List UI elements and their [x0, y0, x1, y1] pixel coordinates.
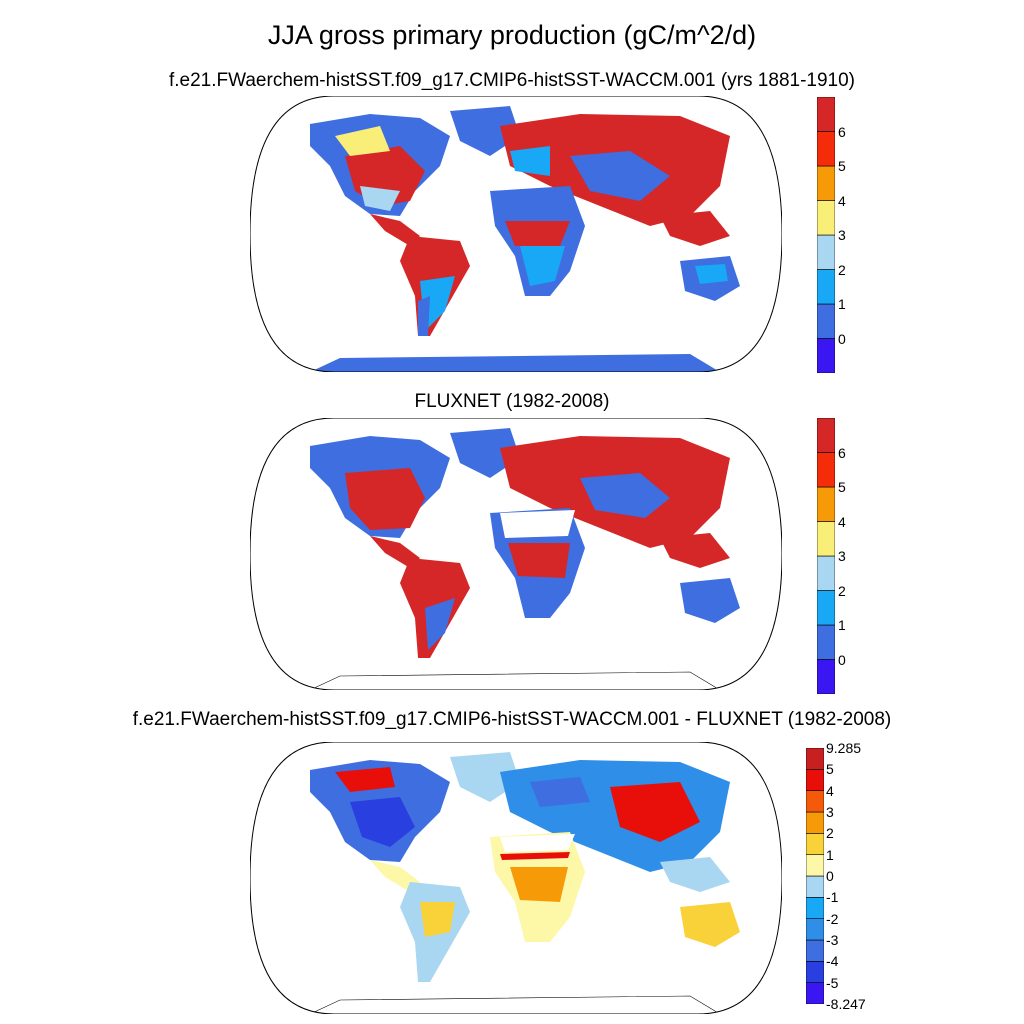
australia-land	[680, 578, 740, 623]
colorbar-swatch	[817, 234, 835, 270]
colorbar-label: 2	[826, 825, 834, 842]
australia-land	[680, 902, 740, 947]
colorbar-label: 4	[826, 782, 834, 799]
colorbar-swatch	[817, 486, 835, 522]
colorbar-swatch	[817, 590, 835, 626]
colorbar-swatch	[806, 939, 824, 962]
colorbar-swatch	[806, 790, 824, 813]
colorbar-swatch	[806, 897, 824, 919]
colorbar-label: -1	[826, 889, 839, 906]
colorbar-label: 1	[838, 617, 846, 633]
colorbar-label: -4	[826, 953, 839, 970]
colorbar-swatch	[806, 875, 824, 898]
panel-3-colorbar-labels: 9.285 5 4 3 2 1 0 -1 -2 -3 -4 -5 -8.247	[826, 740, 886, 1012]
southeast-asia-land	[660, 211, 730, 246]
panel-2-map	[250, 418, 782, 690]
colorbar-label: 1	[838, 296, 846, 312]
colorbar-swatch	[806, 769, 824, 791]
colorbar-label: 5	[838, 479, 846, 495]
antarctica-land	[309, 671, 722, 690]
panel-3-map	[250, 742, 782, 1014]
greenland-land	[450, 106, 520, 156]
colorbar-swatch	[817, 338, 835, 373]
colorbar-label: 3	[838, 548, 846, 564]
colorbar-label: 0	[838, 330, 846, 347]
colorbar-swatch	[806, 918, 824, 941]
panel-1-colorbar	[817, 97, 835, 373]
colorbar-swatch	[817, 131, 835, 167]
antarctica-land	[310, 354, 720, 372]
colorbar-label: -5	[826, 974, 839, 991]
colorbar-swatch	[806, 811, 824, 834]
colorbar-label: -2	[826, 910, 839, 927]
colorbar-label: 2	[838, 582, 846, 599]
colorbar-swatch	[806, 854, 824, 877]
panel-1-subtitle: f.e21.FWaerchem-histSST.f09_g17.CMIP6-hi…	[168, 70, 855, 91]
central-america-land	[370, 214, 420, 246]
antarctica-land	[309, 995, 722, 1014]
colorbar-label: -8.247	[826, 996, 866, 1012]
colorbar-label: 9.285	[826, 740, 862, 756]
colorbar-label: 0	[838, 651, 846, 668]
colorbar-swatch	[817, 452, 835, 488]
colorbar-label: 6	[838, 123, 846, 140]
colorbar-swatch	[817, 165, 835, 201]
colorbar-label: 5	[826, 761, 834, 778]
colorbar-label: 4	[838, 192, 846, 209]
colorbar-swatch	[806, 833, 824, 855]
central-america-land	[370, 860, 420, 892]
greenland-land	[450, 428, 520, 478]
greenland-land	[450, 752, 520, 802]
colorbar-swatch	[806, 961, 824, 983]
southeast-asia-land	[660, 857, 730, 892]
colorbar-swatch	[817, 97, 835, 132]
colorbar-label: 4	[838, 513, 846, 530]
colorbar-swatch	[806, 748, 824, 770]
page-title: JJA gross primary production (gC/m^2/d)	[267, 20, 757, 50]
colorbar-label: 5	[838, 158, 846, 174]
colorbar-swatch	[817, 659, 835, 694]
colorbar-label: 2	[838, 261, 846, 278]
colorbar-label: -3	[826, 932, 839, 948]
colorbar-label: 3	[826, 804, 834, 820]
colorbar-swatch	[817, 303, 835, 339]
colorbar-swatch	[817, 624, 835, 660]
colorbar-label: 3	[838, 227, 846, 243]
colorbar-label: 0	[826, 868, 834, 884]
panel-1-colorbar-labels: 0 1 2 3 4 5 6	[838, 97, 878, 373]
colorbar-swatch	[817, 269, 835, 305]
colorbar-swatch	[817, 555, 835, 591]
central-america-land	[370, 536, 420, 568]
panel-1-map	[250, 96, 782, 372]
colorbar-swatch	[817, 521, 835, 557]
colorbar-label: 6	[838, 444, 846, 461]
panel-3-subtitle: f.e21.FWaerchem-histSST.f09_g17.CMIP6-hi…	[132, 709, 892, 730]
colorbar-label: 1	[826, 846, 834, 863]
panel-2-colorbar-labels: 0 1 2 3 4 5 6	[838, 418, 878, 694]
panel-3-colorbar	[806, 748, 824, 1004]
colorbar-swatch	[806, 982, 824, 1004]
colorbar-swatch	[817, 418, 835, 453]
panel-2-colorbar	[817, 418, 835, 694]
panel-2-subtitle: FLUXNET (1982-2008)	[414, 391, 610, 412]
colorbar-swatch	[817, 200, 835, 236]
southeast-asia-land	[660, 533, 730, 568]
